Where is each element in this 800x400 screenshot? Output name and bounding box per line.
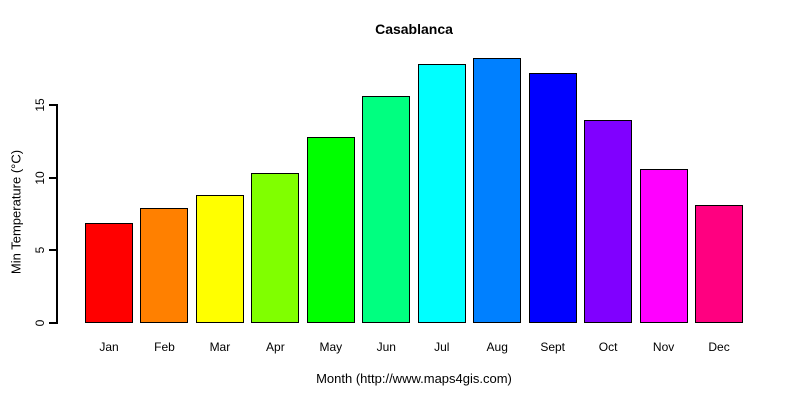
x-tick-label-apr: Apr (266, 340, 285, 354)
x-tick-label-sept: Sept (540, 340, 566, 354)
chart-title: Casablanca (375, 21, 453, 37)
y-tick-mark (49, 104, 57, 106)
x-tick-label-jan: Jan (99, 340, 119, 354)
bar-apr (251, 173, 300, 323)
y-tick-label-10: 10 (33, 170, 47, 185)
y-tick-label-15: 15 (33, 98, 47, 112)
y-tick-mark (49, 322, 57, 324)
x-tick-label-feb: Feb (154, 340, 175, 354)
x-tick-label-aug: Aug (486, 340, 508, 354)
x-axis-label: Month (http://www.maps4gis.com) (316, 371, 512, 386)
y-axis-label-text: Min Temperature (°C) (8, 149, 24, 275)
bar-mar (195, 195, 244, 323)
bar-may (306, 136, 355, 323)
y-tick-label-0: 0 (33, 319, 47, 327)
y-tick-label-5: 5 (33, 246, 47, 254)
bar-jun (362, 96, 411, 323)
x-tick-label-dec: Dec (708, 340, 730, 354)
y-axis-line (56, 104, 58, 324)
x-tick-label-oct: Oct (598, 340, 618, 354)
bar-nov (639, 168, 688, 323)
x-tick-label-may: May (319, 340, 343, 354)
bar-sept (528, 73, 577, 323)
bar-jul (417, 64, 466, 323)
y-tick-mark (49, 176, 57, 179)
bar-jan (85, 222, 133, 323)
x-tick-label-nov: Nov (652, 340, 675, 354)
bar-aug (473, 58, 522, 323)
bar-dec (695, 205, 744, 323)
x-tick-label-jun: Jun (376, 340, 396, 354)
x-tick-label-mar: Mar (209, 340, 231, 354)
bar-feb (140, 208, 189, 323)
y-tick-mark (49, 249, 57, 252)
x-tick-label-jul: Jul (434, 340, 450, 354)
bar-oct (584, 119, 633, 323)
